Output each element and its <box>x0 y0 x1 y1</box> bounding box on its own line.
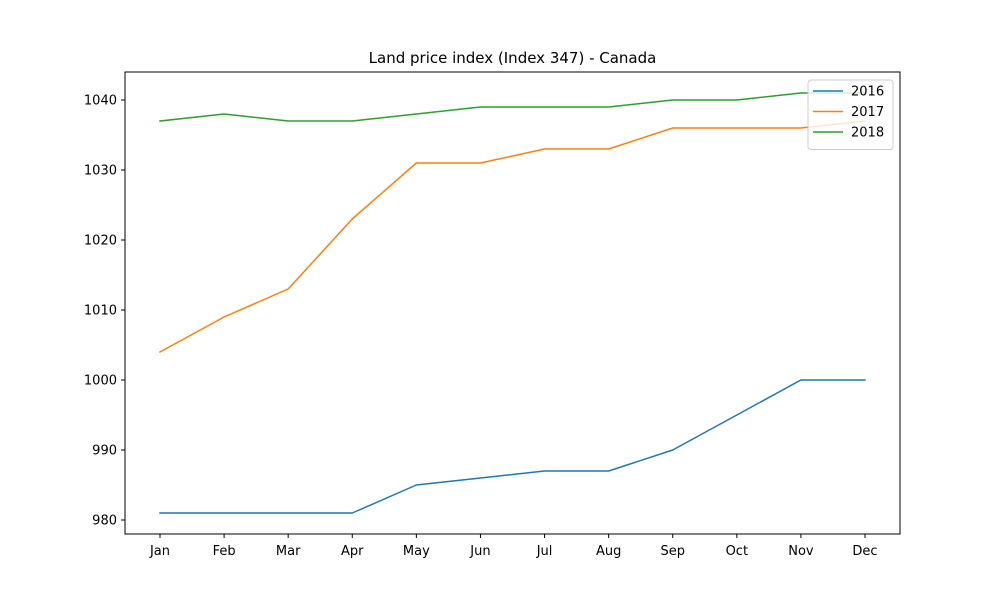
y-tick-label: 980 <box>92 514 117 529</box>
x-tick-label: May <box>403 544 430 559</box>
x-tick-label: Jul <box>536 544 553 559</box>
x-tick-label: Feb <box>213 544 236 559</box>
series-line-2018 <box>159 92 866 122</box>
y-tick-label: 1040 <box>84 94 117 109</box>
chart-title: Land price index (Index 347) - Canada <box>369 49 657 67</box>
y-tick-label: 1030 <box>84 164 117 179</box>
plot-frame <box>124 71 901 535</box>
y-tick-label: 1020 <box>84 234 117 249</box>
x-tick-label: Jan <box>149 544 170 559</box>
legend-label-2016: 2016 <box>851 85 884 100</box>
legend-label-2018: 2018 <box>851 126 884 141</box>
legend-label-2017: 2017 <box>851 105 884 120</box>
series-line-2016 <box>159 379 866 514</box>
y-tick-label: 1000 <box>84 374 117 389</box>
x-tick-label: Jun <box>469 544 490 559</box>
y-tick-label: 990 <box>92 444 117 459</box>
x-tick-label: Oct <box>726 544 748 559</box>
plot-area: Jan Feb Mar Apr May Jun Jul Aug Sep Oct Nov Dec 980 9… <box>84 71 901 559</box>
x-tick-label: Mar <box>276 544 301 559</box>
x-tick-label: Aug <box>596 544 621 559</box>
x-tick-label: Dec <box>852 544 877 559</box>
series-line-2017 <box>158 120 866 354</box>
x-tick-label: Apr <box>341 544 364 559</box>
x-tick-label: Sep <box>660 544 685 559</box>
x-tick-label: Nov <box>788 544 814 559</box>
y-tick-label: 1010 <box>84 304 117 319</box>
